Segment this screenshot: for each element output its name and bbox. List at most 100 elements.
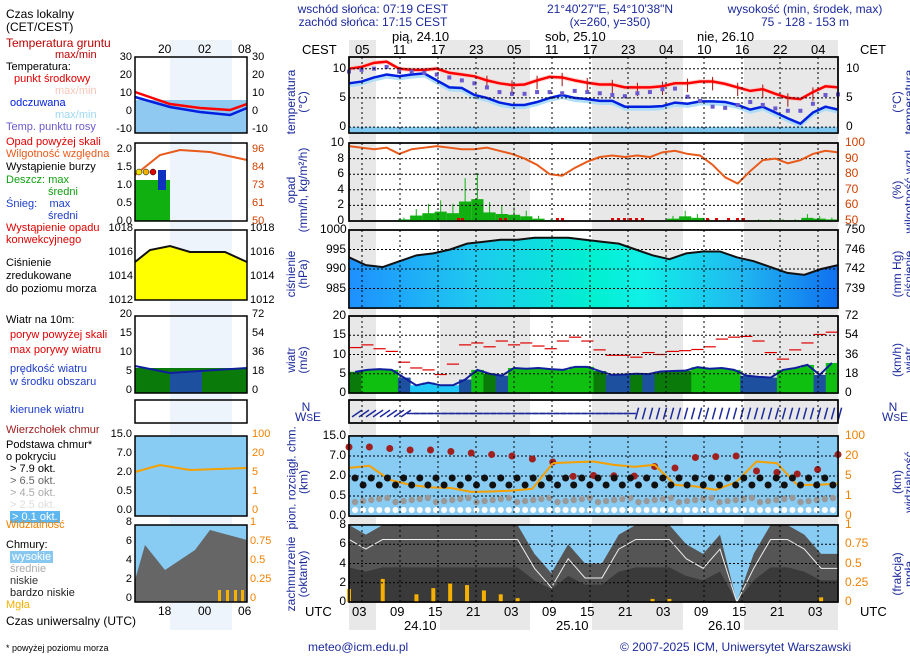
cloud-base-marker — [821, 507, 828, 513]
cloud-base-marker — [505, 481, 513, 489]
cloud-base-marker — [570, 481, 578, 489]
cloud-top-marker — [467, 449, 475, 457]
dew-point-marker — [522, 91, 527, 96]
legend-wind-kmh-tick: 54 — [252, 327, 265, 339]
cloud-base-marker — [805, 507, 812, 513]
cloud-base-marker — [748, 481, 756, 489]
convective-marker — [629, 218, 632, 221]
cloud-base-marker — [513, 474, 521, 482]
legend-temp-tick-right: 30 — [252, 51, 265, 63]
cloud-ytick: 0.0 — [329, 508, 346, 522]
cover-ytick: 8 — [339, 517, 346, 531]
dew-point-marker — [785, 108, 790, 113]
wind-speed-bar — [813, 374, 827, 393]
cloud-base-marker — [780, 481, 788, 489]
legend-wind-tick: 20 — [119, 308, 132, 320]
convective-marker — [457, 218, 460, 221]
wind-ytick: 0 — [339, 385, 346, 399]
legend-panel-border — [134, 315, 248, 394]
dew-point-marker — [572, 88, 577, 93]
fog-bar — [465, 585, 470, 602]
legend-fog-tick: 0.5 — [250, 554, 266, 566]
cloud-base-marker — [578, 474, 586, 482]
local-hour-tick: 10 — [697, 42, 712, 57]
cloud-base-marker — [757, 507, 763, 513]
legend-fog-tick: 0.75 — [250, 535, 272, 547]
panel-border — [348, 229, 839, 309]
dew-point-marker — [660, 87, 665, 92]
legend-panel-border — [134, 435, 248, 517]
legend-temp-tick-right: 0 — [252, 105, 259, 117]
legend-temp-tick-right: 20 — [252, 69, 265, 81]
wind-direction-arrow — [823, 407, 829, 420]
legend-precip-tick: 0.0 — [116, 215, 132, 227]
utc-day-label: 25.10 — [556, 618, 589, 633]
wind-direction-arrow — [683, 407, 689, 420]
humidity-ytick: 100 — [845, 135, 866, 149]
legend-wind-tick: 15 — [119, 327, 132, 339]
cloud-base-marker — [594, 498, 602, 506]
cloud-top-marker — [691, 454, 699, 461]
legend-storm-marker — [149, 168, 157, 176]
cloud-base-marker — [643, 497, 650, 505]
wind-ytick: 5 — [339, 365, 346, 380]
cloud-base-marker — [545, 474, 553, 482]
legend-convective2: konwekcyjnego — [6, 234, 82, 246]
wind-direction-arrow — [669, 407, 675, 420]
legend-visibility: Widzialność — [6, 519, 65, 531]
cloud-base-marker — [626, 474, 634, 482]
precip-ytick: 0 — [337, 213, 344, 227]
temp-ytick-right: 10 — [846, 60, 860, 75]
cloud-base-marker — [400, 497, 407, 505]
cloud-top-marker — [732, 452, 740, 460]
wind-ytick: 10 — [332, 346, 346, 361]
cloud-base-marker — [716, 507, 723, 513]
cloud-base-marker — [424, 507, 431, 513]
cloud-base-marker — [368, 507, 375, 513]
fog-bar — [650, 598, 655, 602]
legend-local-tick: 20 — [158, 42, 172, 56]
legend-okt79: > 7.9 okt. — [10, 463, 56, 475]
pressure-mmhg-ytick: 746 — [845, 241, 866, 256]
legend-mid-clouds: średnie — [10, 563, 47, 575]
panel-border — [348, 524, 839, 603]
legend-snow-bar — [158, 170, 166, 190]
cloud-base-marker — [521, 481, 529, 489]
legend-hum-tick: 50 — [252, 215, 265, 227]
legend-vis-tick: 1 — [252, 485, 259, 497]
dew-point-marker — [472, 81, 477, 86]
cloud-base-marker — [554, 507, 561, 513]
cloud-base-marker — [392, 481, 399, 489]
cloud-base-marker — [724, 497, 731, 505]
cover-ytick: 4 — [339, 555, 346, 570]
cloud-base-marker — [748, 507, 755, 513]
wind-speed-bar — [397, 377, 411, 393]
dew-point-marker — [397, 69, 402, 74]
cloud-top-marker — [528, 455, 536, 463]
temp-ytick-right: 5 — [846, 89, 853, 104]
wind-speed-bar — [727, 369, 741, 393]
legend-panel-border — [134, 399, 248, 424]
cloud-base-marker — [513, 498, 521, 506]
cloud-base-marker — [383, 474, 391, 482]
precip-ytick: 10 — [330, 135, 344, 149]
humidity-line — [348, 145, 839, 185]
cloud-base-marker — [602, 497, 610, 505]
panel-border — [348, 56, 839, 134]
legend-utc-tick: 06 — [238, 604, 252, 618]
legend-panel-border — [134, 229, 248, 301]
contact-email-link[interactable]: meteo@icm.edu.pl — [308, 640, 409, 654]
cloud-base-marker — [448, 474, 456, 482]
cloud-base-marker — [538, 507, 545, 513]
sunrise-text: wschód słońca: 07:19 CEST — [297, 2, 449, 16]
fog-bar — [515, 598, 520, 602]
cloud-top-marker — [569, 472, 577, 480]
legend-high-clouds: wysokie — [10, 551, 54, 563]
legend-temp-tick: -10 — [116, 123, 132, 135]
cloud-top-marker — [365, 443, 373, 451]
cloud-base-marker — [359, 481, 367, 489]
cloud-base-marker — [497, 507, 504, 513]
wind-speed-line — [354, 362, 833, 387]
legend-precip-tick: 1.5 — [116, 161, 132, 173]
cloud-base-marker — [756, 498, 764, 506]
